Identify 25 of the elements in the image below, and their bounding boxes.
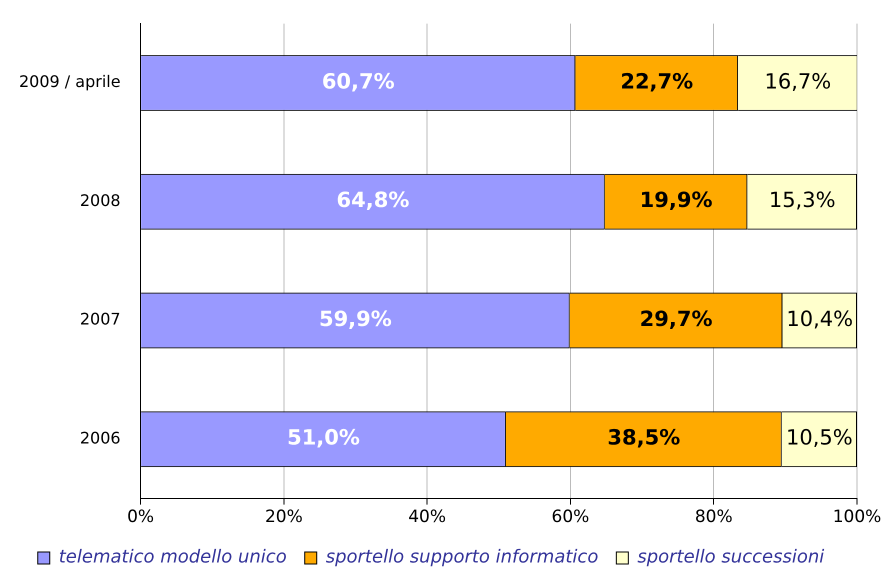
x-tick-label: 100%	[832, 507, 882, 528]
data-label: 29,7%	[640, 306, 713, 331]
data-label: 10,5%	[786, 426, 853, 450]
x-tick-label: 20%	[264, 507, 303, 528]
y-tick-label: 2006	[80, 428, 121, 448]
data-label: 59,9%	[318, 306, 392, 331]
legend-label: telematico modello unico	[58, 546, 287, 568]
data-label: 15,3%	[768, 188, 836, 212]
data-label: 38,5%	[607, 426, 680, 450]
y-tick-label: 2007	[80, 310, 121, 329]
data-label: 22,7%	[620, 69, 694, 94]
y-tick-label: 2009 / aprile	[18, 72, 121, 92]
data-label: 60,7%	[322, 69, 395, 94]
data-label: 64,8%	[336, 188, 410, 212]
data-label: 19,9%	[640, 188, 713, 212]
data-label: 10,4%	[786, 306, 854, 331]
data-label: 16,7%	[764, 69, 832, 94]
x-tick-label: 60%	[552, 507, 590, 528]
x-tick-label: 40%	[408, 507, 446, 528]
legend-label: sportello successioni	[637, 546, 824, 568]
y-tick-label: 2008	[80, 190, 121, 210]
data-label: 51,0%	[287, 426, 360, 450]
x-tick-label: 80%	[694, 507, 733, 528]
x-tick-label: 0%	[127, 507, 154, 528]
legend-label: sportello supporto informatico	[326, 546, 598, 568]
